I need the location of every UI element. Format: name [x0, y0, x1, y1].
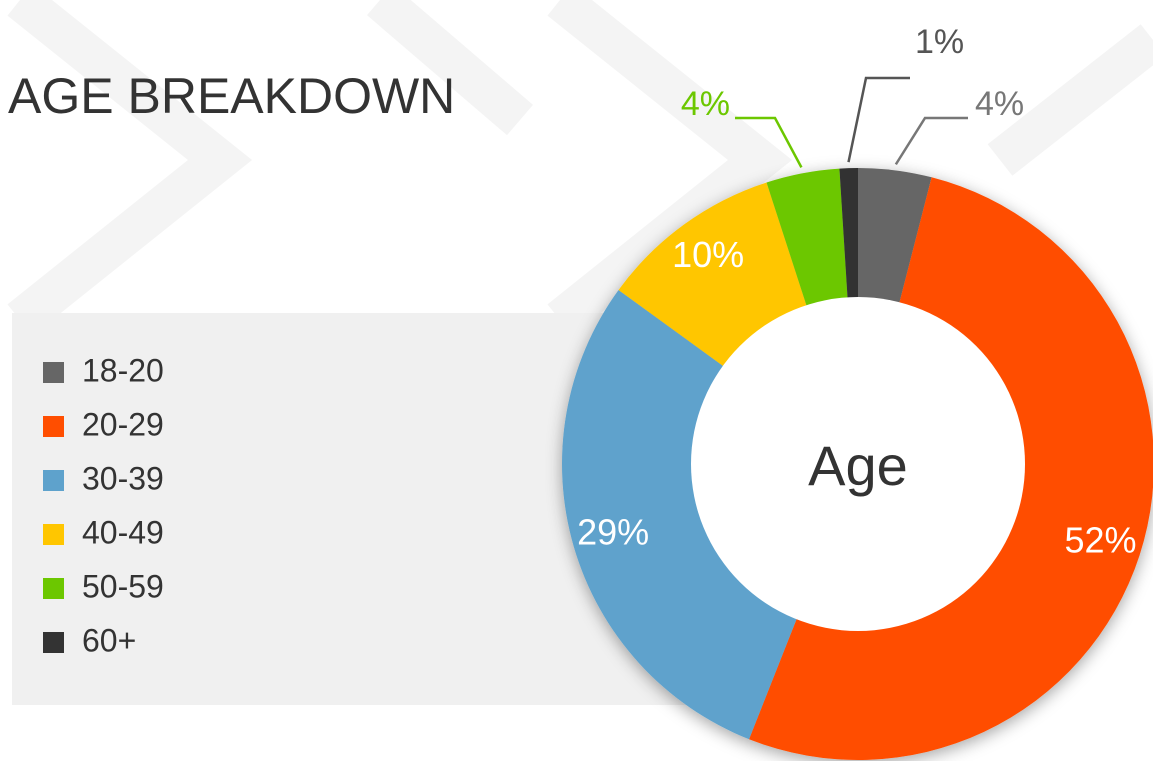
- leader-line: [894, 116, 968, 166]
- legend-label: 50-59: [82, 568, 164, 604]
- donut-slice: [839, 168, 858, 300]
- legend-swatch: [43, 470, 64, 491]
- legend-swatch: [43, 362, 64, 383]
- legend-label: 60+: [82, 622, 136, 658]
- legend-label: 20-29: [82, 406, 164, 442]
- legend-label: 40-49: [82, 514, 164, 550]
- legend-label: 30-39: [82, 460, 164, 496]
- data-label: 29%: [577, 512, 649, 553]
- leader-line: [735, 116, 803, 168]
- data-label: 4%: [975, 85, 1024, 123]
- legend-swatch: [43, 632, 64, 653]
- legend-swatch: [43, 524, 64, 545]
- donut-slice: [858, 168, 932, 305]
- donut: [561, 168, 1153, 760]
- chart-title: AGE BREAKDOWN: [8, 68, 455, 124]
- background-pattern: [7, 0, 1153, 336]
- legend-swatch: [43, 416, 64, 437]
- data-label: 1%: [915, 23, 964, 61]
- data-label: 52%: [1064, 519, 1136, 560]
- legend-swatch: [43, 578, 64, 599]
- center-label: Age: [808, 434, 908, 497]
- legend-label: 18-20: [82, 352, 164, 388]
- donut-slice: [561, 290, 798, 740]
- data-label: 10%: [672, 234, 744, 275]
- donut-hole: [691, 297, 1025, 631]
- donut-slice: [749, 177, 1153, 760]
- donut-slice: [766, 168, 848, 308]
- leader-line: [847, 76, 910, 163]
- donut-slice: [618, 182, 808, 368]
- data-label: 4%: [681, 85, 730, 123]
